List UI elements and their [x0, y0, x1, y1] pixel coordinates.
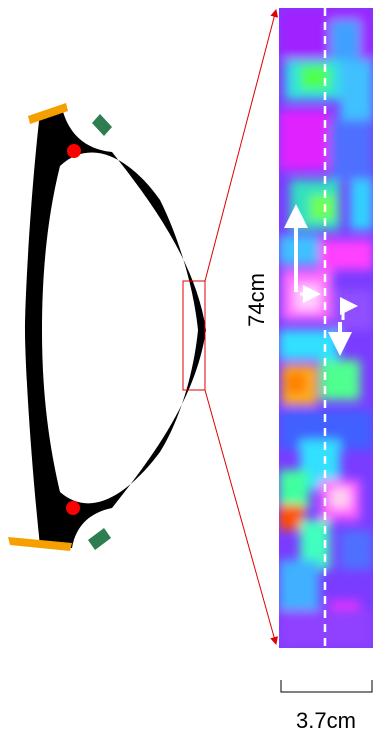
connector	[205, 10, 276, 281]
green-coil	[92, 114, 112, 136]
height-label: 74cm	[244, 273, 269, 327]
connector	[205, 390, 276, 644]
figure: 74cm 3.7cm	[0, 0, 373, 741]
vessel	[25, 108, 206, 548]
width-label: 3.7cm	[296, 708, 356, 733]
green-coil	[88, 528, 111, 550]
scale-bar	[281, 680, 372, 692]
heatmap	[279, 8, 373, 648]
red-dot	[66, 501, 80, 515]
red-dot	[67, 144, 81, 158]
